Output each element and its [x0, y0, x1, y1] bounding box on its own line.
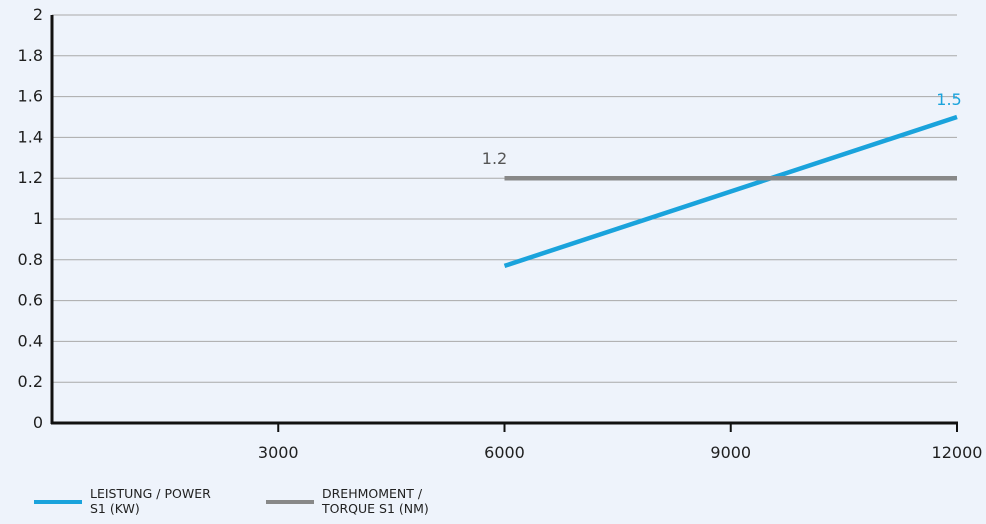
legend: LEISTUNG / POWER S1 (KW) DREHMOMENT / TO…	[34, 486, 476, 516]
y-tick-label: 1.8	[18, 46, 43, 65]
x-tick-label: 6000	[484, 443, 525, 462]
y-tick-label: 1.4	[18, 127, 43, 146]
y-tick-label: 0.2	[18, 372, 43, 391]
y-tick-label: 0.4	[18, 331, 43, 350]
gridlines	[52, 14, 957, 383]
y-tick-label: 0	[33, 413, 43, 432]
legend-item-power: LEISTUNG / POWER S1 (KW)	[34, 486, 244, 516]
series-lines	[503, 114, 958, 269]
x-tick-label: 12000	[932, 443, 983, 462]
legend-label-power: LEISTUNG / POWER S1 (KW)	[90, 486, 211, 516]
y-tick-label: 2	[33, 5, 43, 24]
power-end-label: 1.5	[936, 90, 961, 109]
y-tick-label: 1	[33, 209, 43, 228]
y-axis-tick-labels: 0 0.2 0.4 0.6 0.8 1 1.2 1.4 1.6 1.8 2	[18, 5, 43, 432]
torque-start-label: 1.2	[482, 149, 507, 168]
x-tick-label: 9000	[710, 443, 751, 462]
y-tick-label: 1.6	[18, 87, 43, 106]
x-axis-tick-labels: 3000 6000 9000 12000	[258, 443, 983, 462]
y-tick-label: 0.8	[18, 250, 43, 269]
legend-swatch-power	[34, 500, 82, 504]
y-tick-label: 1.2	[18, 168, 43, 187]
legend-label-torque: DREHMOMENT / TORQUE S1 (NM)	[322, 486, 429, 516]
y-tick-label: 0.6	[18, 291, 43, 310]
data-labels: 1.5 1.2	[482, 90, 962, 168]
legend-item-torque: DREHMOMENT / TORQUE S1 (NM)	[266, 486, 476, 516]
axes	[50, 15, 958, 432]
x-tick-label: 3000	[258, 443, 299, 462]
power-series-line	[503, 114, 958, 269]
legend-swatch-torque	[266, 500, 314, 504]
